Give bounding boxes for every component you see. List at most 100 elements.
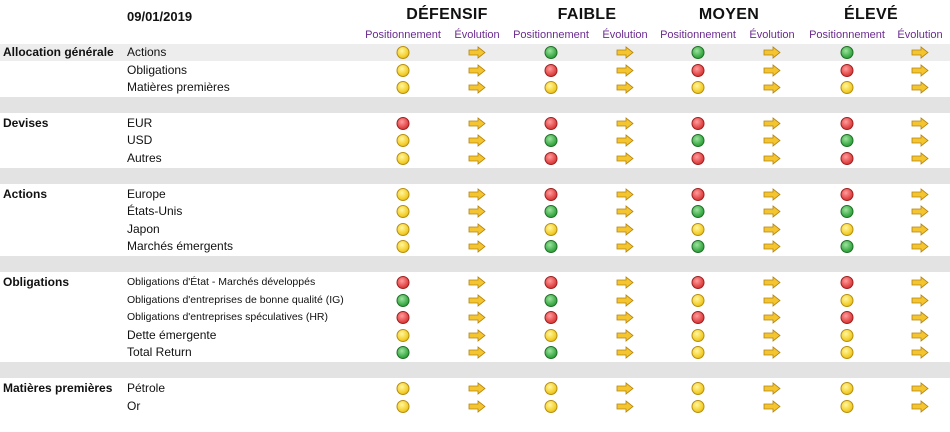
status-dot-red-icon	[544, 116, 558, 130]
status-dot-green-icon	[691, 240, 705, 254]
arrow-right-icon	[911, 205, 929, 219]
status-dot-yellow-icon	[840, 399, 854, 413]
row-label: Dette émergente	[127, 327, 217, 342]
arrow-right-icon	[763, 346, 781, 360]
status-dot-yellow-icon	[396, 382, 410, 395]
arrow-right-icon	[468, 81, 486, 95]
category-label: Obligations	[3, 275, 69, 289]
positioning-header: Positionnement	[365, 29, 441, 41]
arrow-right-icon	[911, 222, 929, 236]
arrow-right-icon	[911, 116, 929, 130]
arrow-right-icon	[616, 116, 634, 130]
profile-header: FAIBLE	[557, 6, 617, 23]
arrow-right-icon	[911, 346, 929, 360]
evolution-header: Évolution	[897, 29, 943, 41]
status-dot-yellow-icon	[691, 346, 705, 360]
table-row: Obligations d'entreprises spéculatives (…	[0, 309, 950, 326]
evolution-header: Évolution	[602, 29, 648, 41]
table-row: Allocation générale Actions	[0, 44, 950, 61]
arrow-right-icon	[468, 346, 486, 360]
section-divider	[0, 96, 950, 113]
table-row: USD	[0, 132, 950, 149]
arrow-right-icon	[911, 276, 929, 289]
arrow-right-icon	[616, 134, 634, 148]
section-divider	[0, 167, 950, 184]
arrow-right-icon	[616, 293, 634, 307]
arrow-right-icon	[911, 134, 929, 148]
arrow-right-icon	[468, 222, 486, 236]
status-dot-yellow-icon	[691, 382, 705, 395]
arrow-right-icon	[616, 222, 634, 236]
arrow-right-icon	[763, 399, 781, 413]
arrow-right-icon	[468, 382, 486, 395]
status-dot-red-icon	[691, 152, 705, 165]
status-dot-yellow-icon	[840, 382, 854, 395]
table-row: Obligations	[0, 62, 950, 79]
status-dot-green-icon	[691, 205, 705, 219]
status-dot-green-icon	[840, 205, 854, 219]
status-dot-red-icon	[840, 152, 854, 165]
row-label: Marchés émergents	[127, 239, 234, 254]
arrow-right-icon	[763, 240, 781, 254]
status-dot-yellow-icon	[691, 399, 705, 413]
status-dot-yellow-icon	[396, 222, 410, 236]
status-dot-yellow-icon	[544, 328, 558, 342]
category-label: Actions	[3, 186, 48, 201]
section-divider	[0, 256, 950, 272]
arrow-right-icon	[616, 63, 634, 77]
table-row: Matières premières	[0, 79, 950, 96]
status-dot-yellow-icon	[396, 205, 410, 219]
arrow-right-icon	[616, 328, 634, 342]
arrow-right-icon	[616, 205, 634, 219]
status-dot-yellow-icon	[840, 346, 854, 360]
arrow-right-icon	[911, 240, 929, 254]
arrow-right-icon	[468, 399, 486, 413]
row-label: Actions	[127, 45, 167, 59]
status-dot-red-icon	[840, 187, 854, 201]
arrow-right-icon	[616, 276, 634, 289]
table-row: Autres	[0, 150, 950, 167]
status-dot-green-icon	[544, 205, 558, 219]
row-label: États-Unis	[127, 204, 183, 219]
status-dot-red-icon	[544, 63, 558, 77]
status-dot-yellow-icon	[396, 240, 410, 254]
row-label: Obligations	[127, 62, 188, 77]
status-dot-green-icon	[840, 240, 854, 254]
positioning-header: Positionnement	[660, 29, 736, 41]
status-dot-red-icon	[691, 311, 705, 325]
status-dot-red-icon	[544, 187, 558, 201]
status-dot-red-icon	[691, 187, 705, 201]
status-dot-red-icon	[691, 116, 705, 130]
status-dot-yellow-icon	[691, 81, 705, 95]
profile-header: ÉLEVÉ	[844, 6, 898, 23]
arrow-right-icon	[763, 382, 781, 395]
table-row: Marchés émergents	[0, 238, 950, 255]
status-dot-yellow-icon	[840, 222, 854, 236]
row-label: Japon	[127, 221, 160, 236]
status-dot-yellow-icon	[691, 328, 705, 342]
status-dot-red-icon	[691, 276, 705, 289]
status-dot-red-icon	[544, 311, 558, 325]
row-label: Obligations d'entreprises de bonne quali…	[127, 293, 344, 306]
status-dot-green-icon	[840, 134, 854, 148]
evolution-header: Évolution	[749, 29, 795, 41]
status-dot-yellow-icon	[544, 81, 558, 95]
status-dot-yellow-icon	[840, 328, 854, 342]
status-dot-yellow-icon	[840, 293, 854, 307]
table-row: Japon	[0, 221, 950, 238]
table-row: Obligations d'entreprises de bonne quali…	[0, 292, 950, 309]
table-row: Matières premières Pétrole	[0, 380, 950, 397]
positioning-header: Positionnement	[809, 29, 885, 41]
arrow-right-icon	[468, 134, 486, 148]
arrow-right-icon	[616, 152, 634, 165]
status-dot-green-icon	[544, 346, 558, 360]
arrow-right-icon	[763, 187, 781, 201]
arrow-right-icon	[616, 399, 634, 413]
category-label: Matières premières	[3, 381, 113, 395]
arrow-right-icon	[468, 187, 486, 201]
status-dot-yellow-icon	[396, 63, 410, 77]
category-label: Devises	[3, 115, 49, 130]
arrow-right-icon	[616, 81, 634, 95]
status-dot-red-icon	[840, 116, 854, 130]
arrow-right-icon	[468, 311, 486, 325]
